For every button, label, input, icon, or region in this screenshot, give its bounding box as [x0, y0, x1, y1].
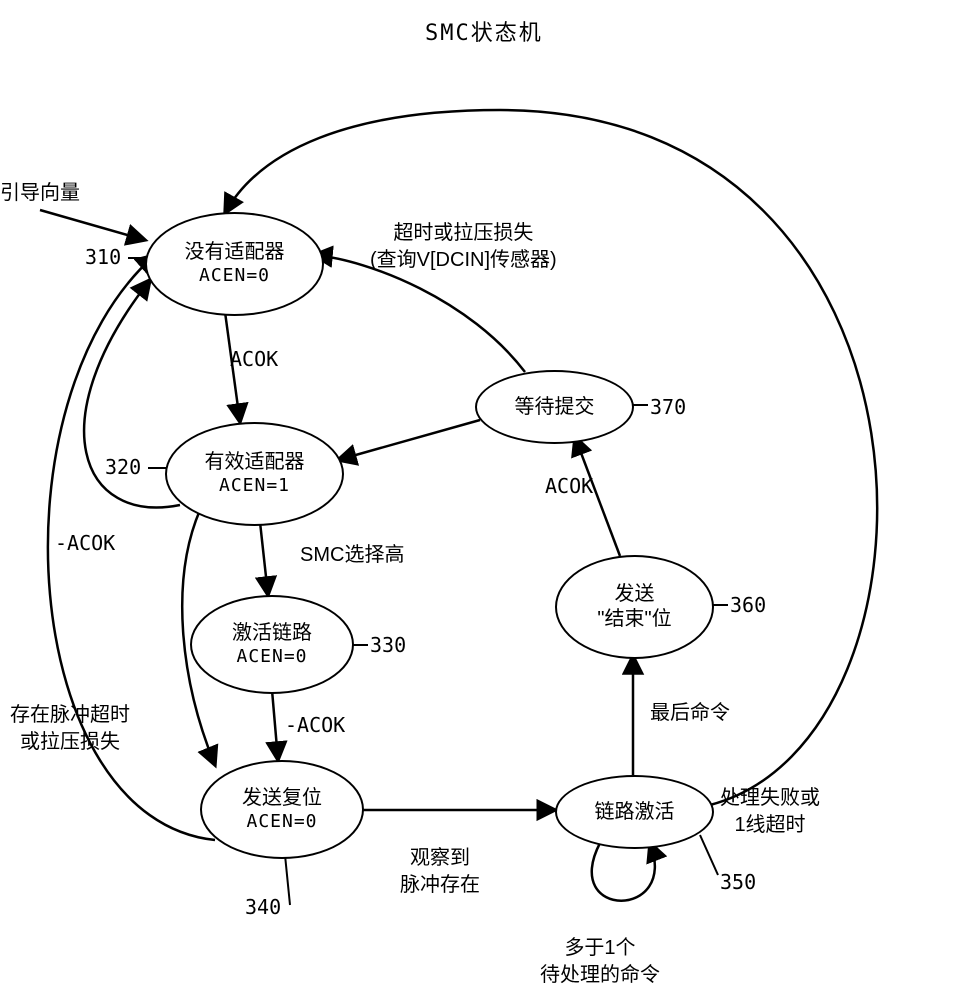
state-sublabel: ACEN=1: [219, 475, 290, 498]
num-340: 340: [245, 895, 281, 919]
edge-label-boot: 引导向量: [0, 180, 80, 207]
edge-label-nacok1: -ACOK: [285, 712, 345, 739]
edge-label-acok2: ACOK: [545, 473, 593, 500]
state-label: 激活链路: [232, 621, 312, 646]
state-sublabel: ACEN=0: [199, 265, 270, 288]
state-send-end-bit: 发送 "结束"位: [555, 555, 714, 659]
num-310: 310: [85, 245, 121, 269]
state-label: 链路激活: [595, 800, 675, 825]
diagram-canvas: SMC状态机: [0, 0, 977, 1000]
state-label: 有效适配器: [205, 450, 305, 475]
state-link-active: 链路激活: [555, 775, 714, 849]
num-370: 370: [650, 395, 686, 419]
state-label: 发送复位: [242, 786, 322, 811]
edges-svg: [0, 0, 977, 1000]
edge-label-timeout: 超时或拉压损失 (查询V[DCIN]传感器): [370, 220, 557, 274]
edge-label-acok1: ACOK: [230, 346, 278, 373]
state-activate-link: 激活链路 ACEN=0: [190, 595, 354, 694]
state-sublabel: "结束"位: [597, 607, 671, 632]
state-sublabel: ACEN=0: [246, 811, 317, 834]
state-label: 没有适配器: [185, 240, 285, 265]
edge-label-nacok2: -ACOK: [55, 530, 115, 557]
state-no-adapter: 没有适配器 ACEN=0: [145, 212, 324, 316]
num-350: 350: [720, 870, 756, 894]
edge-label-fail: 处理失败或 1线超时: [720, 785, 820, 839]
state-label: 等待提交: [515, 395, 595, 420]
edge-label-more1: 多于1个 待处理的命令: [540, 935, 660, 989]
state-valid-adapter: 有效适配器 ACEN=1: [165, 422, 344, 526]
num-360: 360: [730, 593, 766, 617]
num-330: 330: [370, 633, 406, 657]
edge-label-last: 最后命令: [650, 700, 730, 727]
state-wait-commit: 等待提交: [475, 370, 634, 444]
state-sublabel: ACEN=0: [236, 646, 307, 669]
state-label: 发送: [615, 582, 655, 607]
state-send-reset: 发送复位 ACEN=0: [200, 760, 364, 859]
edge-label-obs-pulse: 观察到 脉冲存在: [400, 845, 480, 899]
edge-label-pulse-timeout: 存在脉冲超时 或拉压损失: [10, 702, 130, 756]
num-320: 320: [105, 455, 141, 479]
edge-label-smc-high: SMC选择高: [300, 542, 404, 569]
